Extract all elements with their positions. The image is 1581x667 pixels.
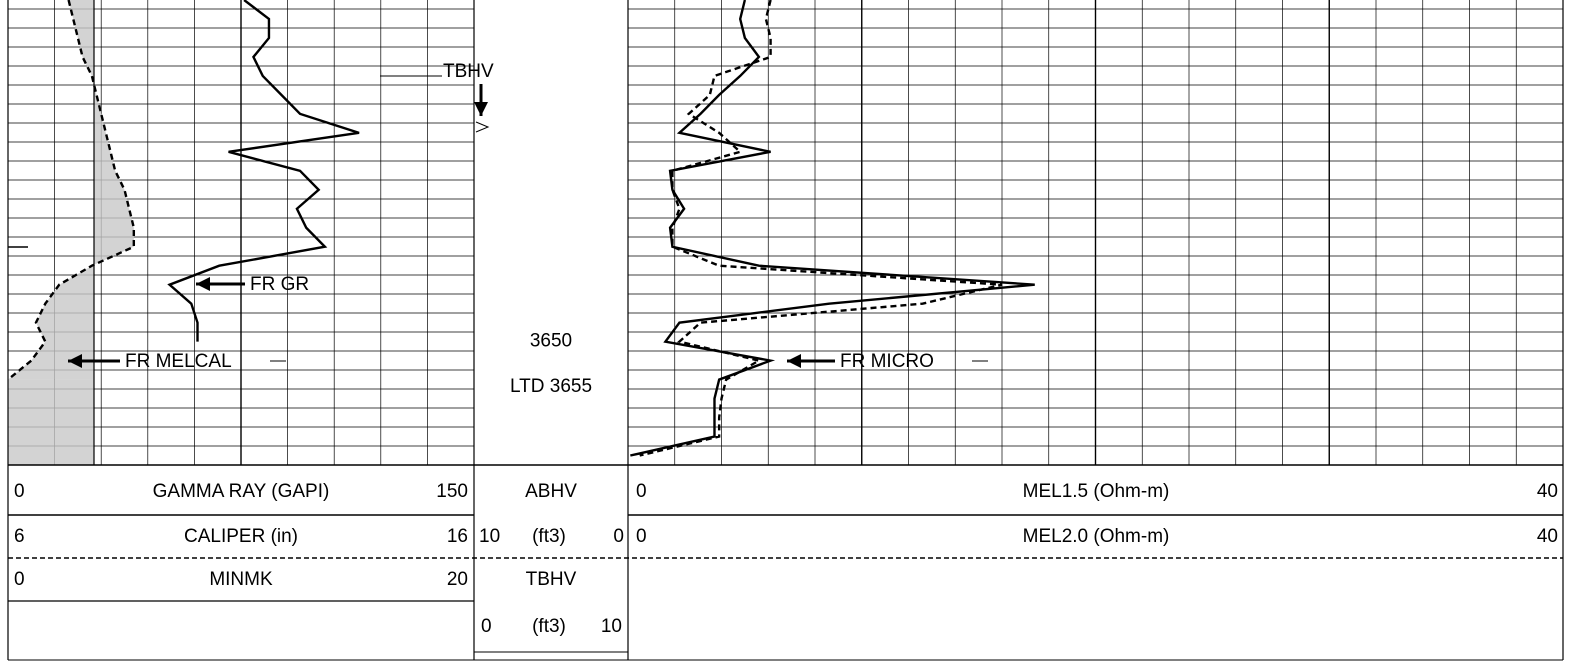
caliper-shading — [8, 0, 134, 380]
grid — [8, 0, 1563, 465]
log-curve — [630, 0, 1035, 457]
arrow-head — [196, 277, 210, 291]
curves — [7, 0, 1035, 465]
scale-max: 0 — [613, 526, 624, 547]
scale-min: 10 — [479, 526, 500, 547]
arrow-head — [474, 102, 488, 116]
annotation: TBHV — [443, 61, 494, 82]
tbhv-marker — [475, 121, 490, 133]
curve-name: CALIPER (in) — [184, 526, 298, 547]
unit: (ft3) — [532, 526, 566, 547]
annotation: FR MELCAL — [125, 351, 232, 372]
scale-max: 150 — [436, 481, 468, 502]
scale-min: 0 — [636, 526, 647, 547]
annotation: FR MICRO — [840, 351, 934, 372]
scale-min: 0 — [14, 481, 25, 502]
curve-name: MEL2.0 (Ohm-m) — [1023, 526, 1170, 547]
annotation: FR GR — [250, 274, 309, 295]
curve-name: GAMMA RAY (GAPI) — [153, 481, 330, 502]
curve-name: TBHV — [526, 569, 577, 590]
scale-max: 20 — [447, 569, 468, 590]
scale-min: 0 — [636, 481, 647, 502]
caliper-shading — [8, 379, 94, 465]
log-curve — [639, 0, 1003, 457]
depth-label: 3650 — [530, 331, 572, 352]
scale-min: 0 — [14, 569, 25, 590]
scale-min: 0 — [481, 616, 492, 637]
scale-max: 16 — [447, 526, 468, 547]
scale-min: 6 — [14, 526, 25, 547]
curve-name: MEL1.5 (Ohm-m) — [1023, 481, 1170, 502]
header: 0 GAMMA RAY (GAPI) 150 6 CALIPER (in) 16… — [7, 0, 1564, 661]
unit: (ft3) — [532, 616, 566, 637]
log-curve — [7, 0, 136, 381]
annotation: LTD 3655 — [510, 376, 592, 397]
curve-name: MINMK — [209, 569, 273, 590]
scale-max: 40 — [1537, 526, 1558, 547]
arrow-head — [787, 354, 801, 368]
scale-max: 40 — [1537, 481, 1558, 502]
log-curve — [167, 0, 360, 342]
scale-max: 10 — [601, 616, 622, 637]
arrow-head — [68, 354, 82, 368]
curve-name: ABHV — [525, 481, 577, 502]
